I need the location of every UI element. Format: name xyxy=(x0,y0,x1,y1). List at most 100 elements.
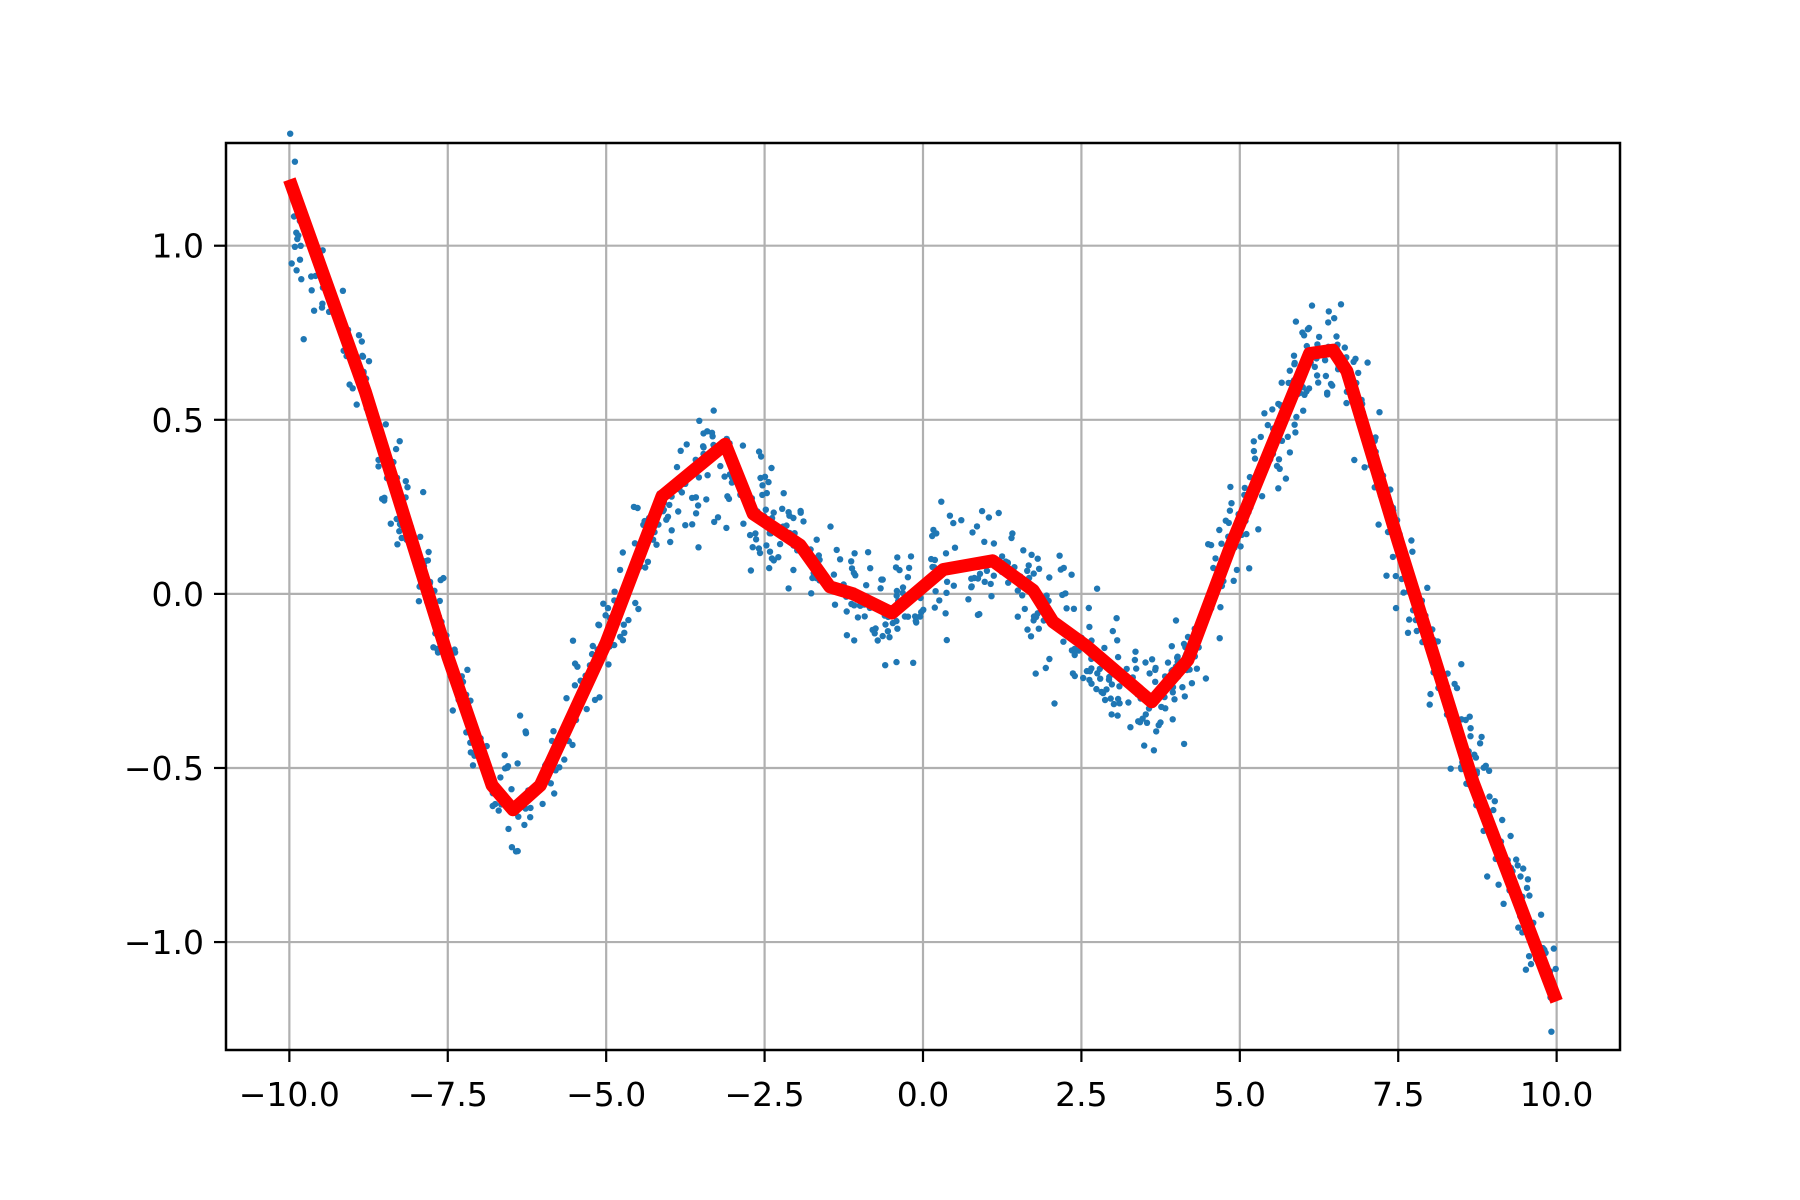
scatter-point xyxy=(1499,816,1506,824)
scatter-point xyxy=(632,599,639,607)
scatter-point xyxy=(501,752,508,759)
scatter-point xyxy=(936,597,943,604)
scatter-point xyxy=(998,553,1006,560)
scatter-point xyxy=(308,287,315,294)
scatter-point xyxy=(1180,640,1188,648)
scatter-point xyxy=(1032,670,1039,677)
scatter-point xyxy=(505,825,512,833)
scatter-point xyxy=(711,518,718,526)
scatter-point xyxy=(293,267,300,274)
scatter-point xyxy=(1150,747,1158,754)
scatter-point xyxy=(882,621,889,628)
scatter-point xyxy=(1325,308,1333,315)
scatter-point xyxy=(714,514,722,521)
scatter-point xyxy=(1364,359,1371,366)
scatter-point xyxy=(436,597,443,605)
scatter-point xyxy=(1278,379,1285,386)
scatter-point xyxy=(886,634,893,641)
scatter-point xyxy=(1322,372,1330,380)
scatter-point xyxy=(1331,315,1338,322)
scatter-point xyxy=(1028,551,1035,558)
scatter-point xyxy=(1142,659,1149,666)
scatter-point xyxy=(1269,406,1276,413)
scatter-point xyxy=(1136,719,1144,726)
scatter-point xyxy=(296,256,304,263)
scatter-point xyxy=(1447,765,1454,772)
scatter-point xyxy=(1524,876,1532,883)
scatter-point xyxy=(291,158,299,165)
scatter-point xyxy=(978,507,986,515)
scatter-point xyxy=(768,555,776,562)
scatter-point xyxy=(896,566,903,574)
scatter-point xyxy=(396,438,403,445)
scatter-point xyxy=(1216,526,1223,534)
scatter-point xyxy=(1046,655,1053,663)
scatter-point xyxy=(1108,711,1115,718)
scatter-point xyxy=(1217,604,1224,611)
scatter-point xyxy=(779,505,786,512)
grid-lines xyxy=(226,143,1620,1050)
scatter-point xyxy=(1237,543,1244,550)
scatter-point xyxy=(605,661,612,668)
scatter-point xyxy=(1400,589,1407,596)
scatter-point xyxy=(969,529,976,536)
scatter-point xyxy=(874,637,881,644)
scatter-point xyxy=(800,518,807,525)
scatter-point xyxy=(739,442,747,449)
scatter-point xyxy=(563,695,570,702)
scatter-point xyxy=(1311,363,1319,371)
scatter-point xyxy=(527,814,534,821)
scatter-point xyxy=(755,448,763,455)
scatter-point xyxy=(1088,680,1095,687)
scatter-point xyxy=(522,728,529,735)
scatter-point xyxy=(591,696,599,704)
scatter-point xyxy=(763,542,770,549)
scatter-point xyxy=(1478,733,1485,741)
scatter-point xyxy=(1315,379,1322,386)
scatter-point xyxy=(759,482,766,489)
scatter-point xyxy=(851,550,858,557)
scatter-point xyxy=(1375,521,1382,528)
scatter-point xyxy=(942,610,949,617)
scatter-point xyxy=(1500,900,1507,907)
x-axis-ticks: −10.0 −7.5 −5.0 −2.5 0.0 2.5 5.0 7.5 10.0 xyxy=(239,1050,1593,1114)
scatter-point xyxy=(912,617,919,625)
scatter-point xyxy=(688,494,696,502)
scatter-point xyxy=(1114,695,1122,703)
scatter-point xyxy=(294,235,301,243)
scatter-point xyxy=(1071,651,1078,659)
scatter-point xyxy=(527,804,534,812)
scatter-point xyxy=(387,520,394,527)
scatter-point xyxy=(583,705,590,713)
scatter-point xyxy=(551,790,558,797)
scatter-point xyxy=(1291,421,1298,428)
scatter-point xyxy=(1030,617,1037,624)
scatter-point xyxy=(574,663,581,670)
scatter-point xyxy=(867,565,874,572)
scatter-point xyxy=(1035,625,1043,632)
scatter-point xyxy=(1105,676,1113,683)
scatter-point xyxy=(521,821,528,829)
scatter-point xyxy=(1020,547,1027,554)
scatter-point xyxy=(904,574,912,581)
scatter-point xyxy=(776,540,784,548)
scatter-point xyxy=(287,130,294,137)
scatter-point xyxy=(976,610,983,618)
scatter-point xyxy=(355,332,363,339)
scatter-point xyxy=(850,569,858,577)
scatter-point xyxy=(1276,465,1283,472)
scatter-point xyxy=(1109,627,1117,635)
scatter-point xyxy=(694,502,702,509)
scatter-point xyxy=(1293,413,1300,421)
scatter-point xyxy=(1110,700,1118,708)
scatter-point xyxy=(1227,483,1234,491)
scatter-point xyxy=(965,596,972,603)
scatter-point xyxy=(1451,680,1458,688)
scatter-point xyxy=(1094,670,1101,677)
scatter-point xyxy=(550,728,557,735)
scatter-point xyxy=(770,509,777,516)
scatter-point xyxy=(1300,407,1307,414)
scatter-point xyxy=(353,401,360,408)
scatter-point xyxy=(1404,629,1412,636)
scatter-point xyxy=(417,533,424,540)
